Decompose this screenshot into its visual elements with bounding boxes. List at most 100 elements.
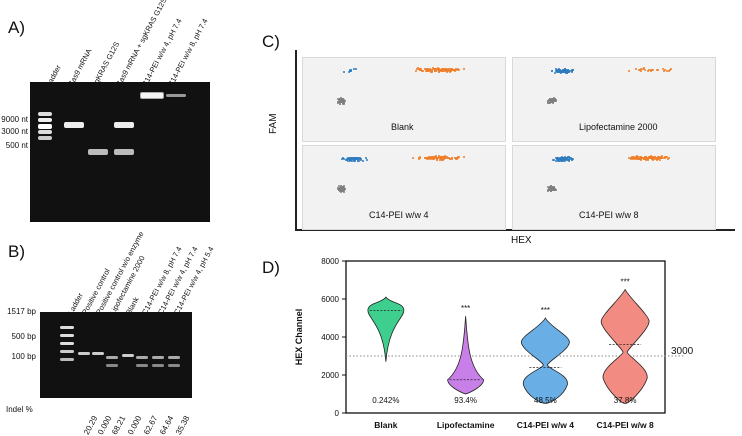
gel-band bbox=[60, 326, 74, 329]
flow-event-dot bbox=[340, 190, 343, 193]
flow-event-dot bbox=[338, 99, 341, 102]
flow-event-dot bbox=[339, 97, 342, 100]
flow-event-dot bbox=[553, 97, 556, 100]
gel-image-b bbox=[40, 312, 192, 398]
flow-event-dot bbox=[559, 158, 562, 161]
x-tick-label: C14-PEI w/w 8 bbox=[597, 420, 654, 430]
flow-event-dot bbox=[638, 155, 641, 158]
flow-event-dot bbox=[338, 184, 341, 187]
flow-event-dot bbox=[442, 69, 445, 72]
flow-event-dot bbox=[457, 156, 459, 159]
flow-event-dot bbox=[345, 158, 348, 161]
flow-event-dot bbox=[352, 157, 355, 160]
flow-event-dot bbox=[354, 67, 357, 70]
flow-event-dot bbox=[565, 69, 568, 72]
flow-event-dot bbox=[642, 156, 645, 159]
indel-value: 0.000 bbox=[126, 414, 144, 436]
flow-event-dot bbox=[427, 68, 430, 71]
flow-event-dot bbox=[348, 69, 351, 72]
flow-event-dot bbox=[637, 156, 640, 159]
flow-event-dot bbox=[337, 187, 340, 190]
significance-marker: *** bbox=[461, 304, 470, 313]
flow-event-dot bbox=[420, 68, 423, 71]
flow-event-dot bbox=[634, 156, 637, 159]
flow-event-dot bbox=[570, 159, 573, 162]
flow-event-dot bbox=[634, 157, 637, 160]
flow-event-dot bbox=[561, 70, 564, 73]
panel-c-ylabel: FAM bbox=[268, 113, 279, 134]
flow-event-dot bbox=[565, 71, 568, 74]
flow-event-dot bbox=[552, 159, 555, 162]
flow-event-dot bbox=[643, 157, 646, 160]
flow-event-dot bbox=[640, 67, 643, 70]
flow-event-dot bbox=[552, 186, 555, 189]
panel-c-letter: C) bbox=[262, 32, 280, 51]
flow-event-dot bbox=[452, 68, 455, 71]
flow-event-dot bbox=[550, 185, 553, 188]
gel-band bbox=[136, 356, 148, 359]
gel-band bbox=[106, 356, 118, 359]
flow-event-dot bbox=[552, 188, 555, 191]
flow-event-dot bbox=[337, 102, 340, 105]
flow-event-dot bbox=[437, 69, 440, 72]
flow-event-dot bbox=[431, 156, 434, 159]
flow-event-dot bbox=[359, 158, 362, 161]
threshold-label: 3000 bbox=[671, 346, 694, 357]
flow-event-dot bbox=[650, 69, 653, 72]
flow-event-dot bbox=[414, 70, 417, 73]
gel-band bbox=[106, 364, 118, 367]
flow-event-dot bbox=[553, 71, 556, 74]
flow-event-dot bbox=[569, 156, 572, 159]
flow-event-dot bbox=[640, 155, 643, 158]
y-tick-label: 0 bbox=[335, 409, 340, 418]
indel-value: 62.67 bbox=[142, 414, 160, 436]
flow-event-dot bbox=[431, 69, 434, 72]
flow-event-dot bbox=[664, 156, 667, 159]
flow-event-dot bbox=[667, 157, 670, 160]
flow-event-dot bbox=[661, 157, 664, 160]
flow-event-dot bbox=[556, 159, 559, 162]
flow-event-dot bbox=[347, 70, 350, 73]
flow-event-dot bbox=[439, 158, 442, 161]
gel-band bbox=[38, 130, 52, 134]
flow-event-dot bbox=[559, 156, 562, 159]
flow-event-dot bbox=[548, 99, 551, 102]
flow-event-dot bbox=[350, 157, 353, 160]
flow-event-dot bbox=[349, 69, 352, 72]
flow-event-dot bbox=[341, 186, 344, 189]
flow-event-dot bbox=[647, 68, 650, 71]
flow-event-dot bbox=[554, 160, 557, 163]
flow-event-dot bbox=[342, 189, 345, 192]
significance-marker: *** bbox=[620, 278, 629, 287]
x-tick-label: Blank bbox=[374, 420, 397, 430]
gel-band bbox=[38, 124, 52, 129]
flow-event-dot bbox=[443, 70, 446, 73]
flow-event-dot bbox=[568, 156, 571, 159]
flow-event-dot bbox=[659, 158, 662, 161]
flow-event-dot bbox=[428, 70, 431, 73]
flow-event-dot bbox=[342, 156, 345, 159]
flow-label: Lipofectamine 2000 bbox=[579, 122, 658, 132]
flow-event-dot bbox=[440, 70, 443, 72]
flow-event-dot bbox=[566, 157, 569, 159]
flow-event-dot bbox=[547, 99, 550, 102]
gel-band bbox=[64, 122, 84, 128]
gel-band bbox=[38, 118, 52, 122]
flow-event-dot bbox=[351, 160, 354, 163]
violin-chart: 0 2000 4000 6000 8000 HEX Channel 3000 0.242% Bl… bbox=[294, 257, 694, 430]
flow-event-dot bbox=[444, 69, 447, 72]
flow-event-dot bbox=[355, 158, 358, 161]
flow-event-dot bbox=[341, 101, 344, 104]
flow-event-dot bbox=[417, 158, 420, 161]
flow-event-dot bbox=[441, 156, 444, 159]
flow-event-dot bbox=[417, 67, 420, 70]
flow-event-dot bbox=[569, 70, 572, 73]
flow-event-dot bbox=[642, 67, 645, 70]
flow-label: Blank bbox=[391, 122, 414, 132]
panel-c-xlabel: HEX bbox=[511, 235, 532, 246]
panel-b-lane-labels: Ladder Positive control Positive control… bbox=[0, 220, 260, 320]
flow-event-dot bbox=[349, 158, 352, 161]
flow-event-dot bbox=[438, 156, 441, 159]
y-tick-label: 8000 bbox=[321, 257, 339, 266]
flow-event-dot bbox=[439, 69, 441, 72]
